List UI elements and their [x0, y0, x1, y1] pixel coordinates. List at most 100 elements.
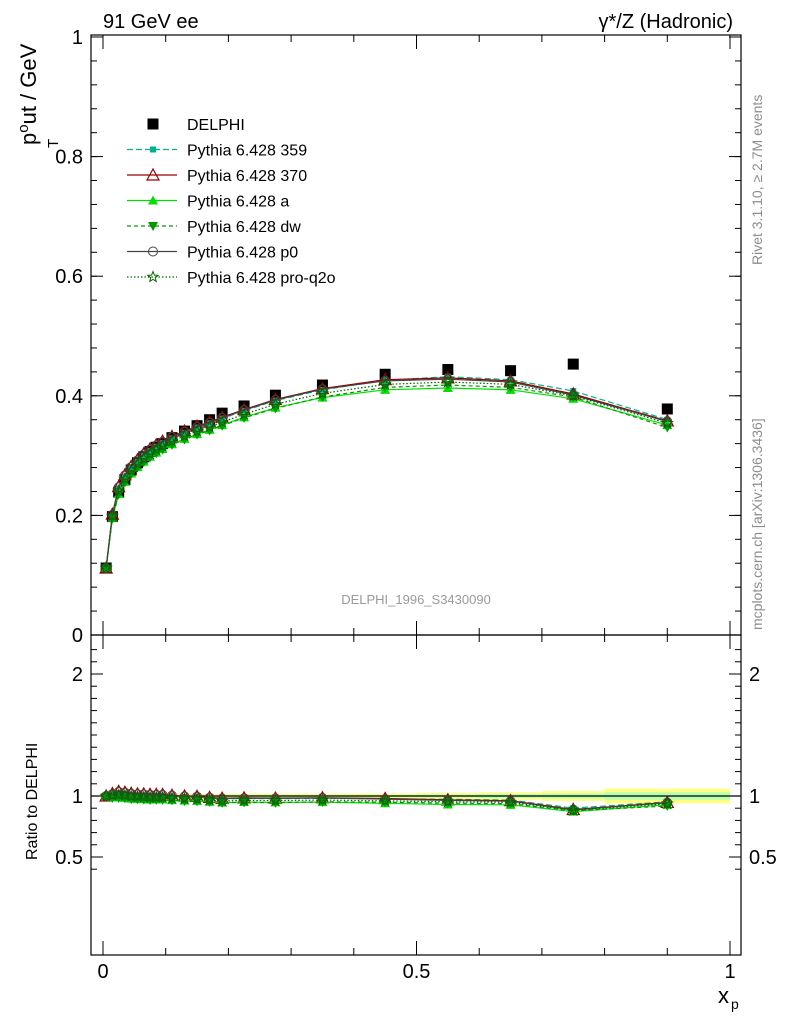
main-watermark: DELPHI_1996_S3430090: [341, 592, 491, 607]
main-point-pp0: [442, 374, 453, 385]
main-point-pq2o: [378, 377, 392, 391]
main-point-p359: [664, 416, 671, 423]
main-point-p359: [181, 429, 188, 436]
main-line-p359: [105, 376, 668, 569]
main-y-tick-label: 0.2: [55, 505, 83, 527]
main-point-p359: [140, 452, 147, 459]
ratio-point-pq2o: [237, 793, 251, 807]
svg-text:p: p: [731, 996, 739, 1012]
ratio-y-tick-label-right: 0.5: [749, 847, 777, 869]
legend-label-DELPHI: DELPHI: [187, 117, 245, 134]
main-point-p359: [168, 435, 175, 442]
main-point-pq2o: [124, 463, 138, 477]
main-point-pq2o: [660, 416, 674, 429]
legend-label-p359: Pythia 6.428 359: [187, 143, 307, 160]
ratio-point-pq2o: [190, 792, 204, 805]
legend-label-pq2o: Pythia 6.428 pro-q2o: [187, 270, 336, 287]
ratio-point-pq2o: [315, 793, 330, 806]
legend-marker-DELPHI: [147, 118, 159, 130]
main-y-tick-label: 0.4: [55, 386, 83, 408]
main-point-pp0: [239, 405, 250, 416]
legend-label-pdw: Pythia 6.428 dw: [187, 219, 301, 236]
main-point-p359: [319, 386, 326, 393]
rivet-side-label: Rivet 3.1.10, ≥ 2.7M events: [749, 95, 765, 265]
main-point-pp0: [157, 436, 168, 447]
x-tick-label: 0.5: [403, 961, 431, 983]
main-line-pq2o: [105, 381, 668, 569]
ratio-point-pp0: [138, 789, 149, 800]
main-point-pp0: [179, 426, 190, 437]
ratio-point-pq2o: [441, 794, 455, 808]
ratio-point-pq2o: [118, 788, 132, 802]
main-point-p359: [147, 447, 154, 454]
main-y-tick-label: 1: [72, 27, 83, 49]
svg-text:pout / GeV: pout / GeV: [15, 43, 41, 145]
main-series: [99, 358, 675, 574]
ratio-point-pq2o: [203, 793, 217, 806]
x-tick-label: 1: [724, 961, 735, 983]
main-point-pp0: [166, 432, 177, 443]
main-point-pq2o: [105, 509, 119, 522]
main-point-pq2o: [237, 407, 251, 420]
main-point-p359: [128, 465, 135, 472]
main-point-pp0: [317, 384, 328, 395]
main-line-pa: [105, 387, 668, 569]
ratio-y-tick-label-right: 1: [749, 786, 760, 808]
main-point-pq2o: [503, 377, 518, 391]
ratio-point-pq2o: [268, 793, 283, 807]
main-point-pq2o: [315, 386, 330, 400]
ratio-point-pq2o: [177, 791, 192, 805]
ratio-point-pq2o: [503, 795, 518, 809]
main-point-pp0: [119, 470, 130, 481]
main-point-pp0: [132, 455, 143, 466]
main-line-pp0: [105, 378, 668, 569]
ratio-y-tick-label-right: 2: [749, 664, 760, 686]
ratio-series: [99, 784, 675, 816]
main-point-pq2o: [190, 424, 204, 437]
main-y-axis-label: pout / GeV T: [15, 43, 62, 148]
main-point-DELPHI: [204, 414, 216, 426]
main-point-pq2o: [441, 375, 455, 388]
main-point-p359: [134, 458, 141, 465]
main-point-pq2o: [99, 561, 113, 574]
legend-marker-pq2o: [146, 270, 160, 283]
main-point-pp0: [151, 440, 162, 451]
main-point-DELPHI: [661, 403, 673, 415]
ratio-point-pp0: [145, 789, 156, 800]
mcplots-side-label: mcplots.cern.ch [arXiv:1306.3436]: [749, 418, 765, 630]
ratio-point-pq2o: [155, 790, 170, 804]
ratio-y-tick-label: 1: [72, 786, 83, 808]
main-point-DELPHI: [442, 363, 454, 375]
legend-marker-pp0: [148, 246, 158, 257]
ratio-point-pp0: [113, 786, 124, 797]
legend-marker-pdw: [148, 222, 158, 231]
ratio-point-pq2o: [165, 791, 179, 804]
main-line-pdw: [105, 384, 668, 569]
ratio-point-pq2o: [660, 796, 674, 810]
main-point-DELPHI: [505, 365, 517, 377]
ratio-y-tick-label: 2: [72, 664, 83, 686]
main-y-tick-label: 0: [72, 625, 83, 647]
main-point-pq2o: [215, 415, 229, 428]
main-point-pq2o: [165, 434, 179, 447]
legend-label-p370: Pythia 6.428 370: [187, 168, 307, 185]
legend: DELPHI Pythia 6.428 359 Pythia 6.428 370 Py…: [127, 117, 336, 287]
legend-marker-p370: [145, 167, 161, 181]
main-point-DELPHI: [567, 358, 579, 370]
ratio-y-tick-label: 0.5: [55, 847, 83, 869]
ratio-point-pq2o: [99, 789, 113, 802]
ratio-point-pq2o: [378, 793, 392, 807]
legend-label-pp0: Pythia 6.428 p0: [187, 245, 298, 262]
ratio-point-pq2o: [566, 803, 580, 816]
main-point-p359: [159, 440, 166, 447]
x-tick-label: 0: [97, 961, 108, 983]
main-point-pq2o: [177, 428, 192, 442]
header-right-title: γ*/Z (Hadronic): [599, 11, 733, 33]
legend-label-pa: Pythia 6.428 a: [187, 194, 289, 211]
main-y-tick-label: 0.8: [55, 147, 83, 169]
x-axis-label: x p: [718, 983, 739, 1012]
main-point-p359: [121, 473, 128, 480]
main-point-pp0: [217, 412, 228, 423]
axes: 0 0.2 0.4 0.6 0.8 1 0 0.5 1 0.5 0.5 1 1 2 2: [55, 27, 777, 983]
